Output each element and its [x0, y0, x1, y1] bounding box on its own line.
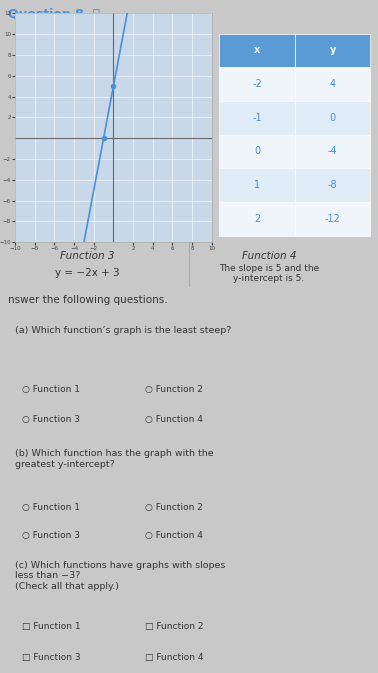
Text: y = −2x + 3: y = −2x + 3 — [55, 268, 120, 278]
Text: -12: -12 — [325, 214, 341, 223]
FancyBboxPatch shape — [219, 67, 295, 101]
Text: ○ Function 2: ○ Function 2 — [144, 385, 203, 394]
Text: □ Function 1: □ Function 1 — [22, 622, 81, 631]
Text: -8: -8 — [328, 180, 338, 190]
FancyBboxPatch shape — [295, 34, 370, 67]
Text: 1: 1 — [254, 180, 260, 190]
Text: 0: 0 — [330, 113, 336, 122]
Text: 4: 4 — [330, 79, 336, 89]
Text: ○ Function 1: ○ Function 1 — [22, 503, 80, 512]
FancyBboxPatch shape — [295, 168, 370, 202]
Text: The slope is 5 and the
y-intercept is 5.: The slope is 5 and the y-intercept is 5. — [219, 264, 319, 283]
FancyBboxPatch shape — [219, 202, 295, 236]
Text: 0: 0 — [254, 147, 260, 156]
Text: Function 4: Function 4 — [242, 251, 296, 261]
Text: □ Function 2: □ Function 2 — [144, 622, 203, 631]
Text: (b) Which function has the graph with the
greatest y-intercept?: (b) Which function has the graph with th… — [15, 450, 214, 469]
FancyBboxPatch shape — [219, 168, 295, 202]
Text: ○ Function 3: ○ Function 3 — [22, 415, 80, 425]
FancyBboxPatch shape — [295, 101, 370, 135]
FancyBboxPatch shape — [219, 101, 295, 135]
Text: Function 3: Function 3 — [60, 251, 115, 261]
Text: -1: -1 — [252, 113, 262, 122]
Text: nswer the following questions.: nswer the following questions. — [8, 295, 167, 305]
Text: -2: -2 — [252, 79, 262, 89]
Text: ○ Function 4: ○ Function 4 — [144, 531, 203, 540]
Text: □ Function 4: □ Function 4 — [144, 653, 203, 662]
Text: ○ Function 4: ○ Function 4 — [144, 415, 203, 425]
Text: (a) Which function’s graph is the least steep?: (a) Which function’s graph is the least … — [15, 326, 231, 334]
Text: ○ Function 3: ○ Function 3 — [22, 531, 80, 540]
FancyBboxPatch shape — [295, 67, 370, 101]
Text: ○ Function 1: ○ Function 1 — [22, 385, 80, 394]
Text: ○ Function 2: ○ Function 2 — [144, 503, 203, 512]
Text: □ Function 3: □ Function 3 — [22, 653, 81, 662]
Text: x: x — [254, 46, 260, 55]
FancyBboxPatch shape — [219, 135, 295, 168]
Text: Question 8  📐: Question 8 📐 — [8, 8, 99, 21]
Text: 2: 2 — [254, 214, 260, 223]
Text: y: y — [330, 46, 336, 55]
FancyBboxPatch shape — [295, 135, 370, 168]
FancyBboxPatch shape — [295, 202, 370, 236]
Text: (c) Which functions have graphs with slopes
less than −3?
(Check all that apply.: (c) Which functions have graphs with slo… — [15, 561, 225, 591]
Text: -4: -4 — [328, 147, 338, 156]
FancyBboxPatch shape — [219, 34, 295, 67]
